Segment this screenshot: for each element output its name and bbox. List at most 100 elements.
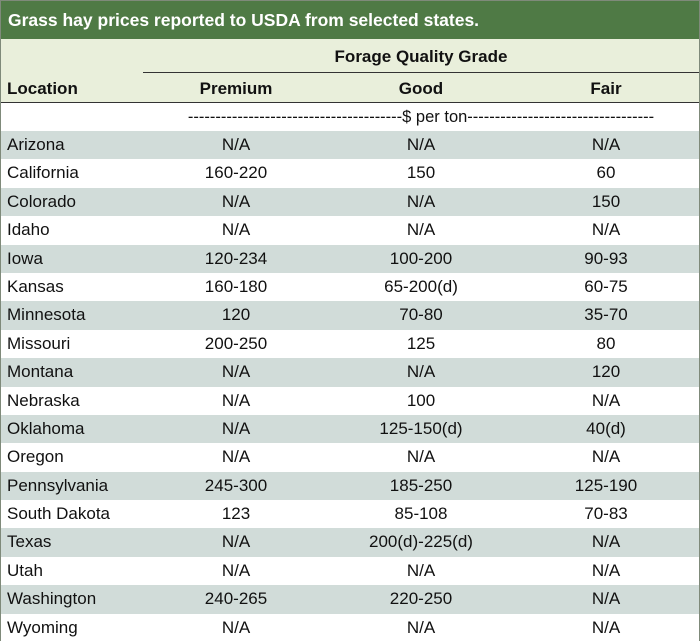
table-row: Washington 240-265 220-250 N/A bbox=[1, 585, 699, 614]
table-row: Pennsylvania 245-300 185-250 125-190 bbox=[1, 471, 699, 501]
premium-cell: N/A bbox=[221, 362, 251, 382]
good-cell: N/A bbox=[406, 447, 436, 467]
good-cell: 150 bbox=[406, 163, 436, 183]
premium-cell: N/A bbox=[221, 617, 251, 637]
location-cell: Minnesota bbox=[7, 305, 86, 325]
premium-cell: N/A bbox=[221, 560, 251, 580]
table-row: Arizona N/A N/A N/A bbox=[1, 131, 699, 160]
premium-cell: N/A bbox=[221, 390, 251, 410]
premium-cell: N/A bbox=[221, 418, 251, 438]
fair-cell: 60-75 bbox=[584, 276, 628, 296]
location-cell: Kansas bbox=[7, 276, 64, 296]
premium-cell: N/A bbox=[221, 220, 251, 240]
premium-cell: 240-265 bbox=[204, 589, 268, 609]
premium-cell: N/A bbox=[221, 135, 251, 154]
good-cell: 100 bbox=[406, 390, 436, 410]
fair-cell: 125-190 bbox=[574, 475, 638, 495]
premium-cell: N/A bbox=[221, 532, 251, 552]
premium-cell: 245-300 bbox=[204, 475, 268, 495]
fair-cell: 60 bbox=[596, 163, 616, 183]
fair-column-header: Fair bbox=[590, 79, 622, 98]
premium-cell: 123 bbox=[221, 504, 251, 524]
location-cell: Colorado bbox=[7, 191, 76, 211]
location-cell: California bbox=[7, 163, 79, 183]
fair-cell: N/A bbox=[591, 560, 621, 580]
good-cell: N/A bbox=[406, 617, 436, 637]
fair-cell: N/A bbox=[591, 617, 621, 637]
good-cell: N/A bbox=[406, 362, 436, 382]
fair-cell: 80 bbox=[596, 333, 616, 353]
table-body: Arizona N/A N/A N/A California 160-220 150 60 Co… bbox=[1, 131, 699, 642]
fair-cell: N/A bbox=[591, 220, 621, 240]
unit-label: ---------------------------------------$… bbox=[187, 108, 655, 126]
table-row: Missouri 200-250 125 80 bbox=[1, 329, 699, 359]
fair-cell: 70-83 bbox=[584, 504, 628, 524]
good-cell: N/A bbox=[406, 135, 436, 154]
table-row: South Dakota 123 85-108 70-83 bbox=[1, 500, 699, 529]
good-cell: N/A bbox=[406, 191, 436, 211]
table-row: Minnesota 120 70-80 35-70 bbox=[1, 301, 699, 330]
location-cell: Wyoming bbox=[7, 617, 78, 637]
location-cell: Nebraska bbox=[7, 390, 80, 410]
premium-cell: 160-220 bbox=[204, 163, 268, 183]
premium-cell: 120 bbox=[221, 305, 251, 325]
premium-cell: 160-180 bbox=[204, 276, 268, 296]
table-row: Colorado N/A N/A 150 bbox=[1, 187, 699, 217]
premium-cell: N/A bbox=[221, 191, 251, 211]
good-cell: 185-250 bbox=[389, 475, 453, 495]
premium-cell: N/A bbox=[221, 447, 251, 467]
location-cell: Arizona bbox=[7, 135, 65, 154]
header-divider bbox=[143, 72, 699, 73]
premium-cell: 120-234 bbox=[204, 248, 268, 268]
table-row: Idaho N/A N/A N/A bbox=[1, 216, 699, 245]
location-cell: South Dakota bbox=[7, 504, 111, 524]
location-cell: Utah bbox=[7, 560, 43, 580]
premium-cell: 200-250 bbox=[204, 333, 268, 353]
good-cell: N/A bbox=[406, 220, 436, 240]
table-row: California 160-220 150 60 bbox=[1, 159, 699, 188]
table-row: Oklahoma N/A 125-150(d) 40(d) bbox=[1, 414, 699, 444]
table-row: Montana N/A N/A 120 bbox=[1, 358, 699, 387]
good-cell: 85-108 bbox=[394, 504, 448, 524]
table-row: Wyoming N/A N/A N/A bbox=[1, 613, 699, 642]
fair-cell: 90-93 bbox=[584, 248, 628, 268]
table-title: Grass hay prices reported to USDA from s… bbox=[1, 1, 699, 39]
location-cell: Washington bbox=[7, 589, 97, 609]
good-column-header: Good bbox=[398, 79, 444, 98]
fair-cell: 120 bbox=[591, 362, 621, 382]
table-header: Forage Quality Grade Location Premium Go… bbox=[1, 39, 699, 102]
table-row: Iowa 120-234 100-200 90-93 bbox=[1, 244, 699, 273]
fair-cell: 40(d) bbox=[586, 418, 626, 438]
table-row: Oregon N/A N/A N/A bbox=[1, 443, 699, 472]
table-row: Utah N/A N/A N/A bbox=[1, 556, 699, 586]
location-cell: Pennsylvania bbox=[7, 475, 109, 495]
forage-quality-grade-label: Forage Quality Grade bbox=[334, 47, 508, 66]
fair-cell: N/A bbox=[591, 532, 621, 552]
good-cell: 65-200(d) bbox=[384, 276, 458, 296]
location-cell: Texas bbox=[7, 532, 52, 552]
table-row: Kansas 160-180 65-200(d) 60-75 bbox=[1, 272, 699, 302]
location-column-header: Location bbox=[7, 79, 78, 98]
fair-cell: 35-70 bbox=[584, 305, 628, 325]
good-cell: 100-200 bbox=[389, 248, 453, 268]
fair-cell: 150 bbox=[591, 191, 621, 211]
location-cell: Idaho bbox=[7, 220, 50, 240]
good-cell: 125-150(d) bbox=[379, 418, 463, 438]
good-cell: 125 bbox=[406, 333, 436, 353]
location-cell: Missouri bbox=[7, 333, 71, 353]
unit-row: ---------------------------------------$… bbox=[1, 102, 699, 131]
premium-column-header: Premium bbox=[199, 79, 273, 98]
fair-cell: N/A bbox=[591, 589, 621, 609]
location-cell: Oregon bbox=[7, 447, 64, 467]
good-cell: 220-250 bbox=[389, 589, 453, 609]
location-cell: Oklahoma bbox=[7, 418, 85, 438]
table-row: Texas N/A 200(d)-225(d) N/A bbox=[1, 528, 699, 557]
location-cell: Montana bbox=[7, 362, 74, 382]
location-cell: Iowa bbox=[7, 248, 43, 268]
fair-cell: N/A bbox=[591, 447, 621, 467]
table-row: Nebraska N/A 100 N/A bbox=[1, 386, 699, 415]
good-cell: N/A bbox=[406, 560, 436, 580]
fair-cell: N/A bbox=[591, 135, 621, 154]
good-cell: 70-80 bbox=[399, 305, 443, 325]
